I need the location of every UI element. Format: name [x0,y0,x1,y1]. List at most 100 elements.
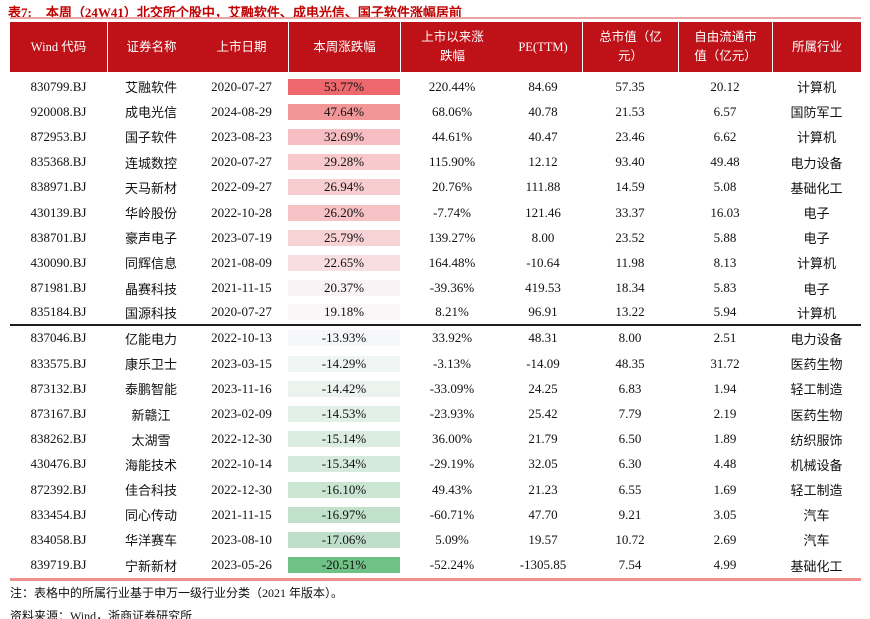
cell-security-name: 连城数控 [124,155,177,171]
column-header-wind-code: Wind 代码 [30,39,87,54]
cell-wind-code: 839719.BJ [30,557,87,573]
cell-list-date: 2020-07-27 [211,154,272,170]
table-row: 430476.BJ 海能技术 2022-10-14 -15.34% -29.19… [10,452,861,477]
cell-market-cap: 23.46 [615,128,645,144]
table-row: 430139.BJ 华岭股份 2022-10-28 26.20% -7.74% … [10,200,861,225]
cell-pe-ttm: 40.47 [528,128,558,144]
table-row: 838701.BJ 豪声电子 2023-07-19 25.79% 139.27%… [10,225,861,250]
cell-market-cap: 93.40 [615,154,645,170]
cell-market-cap: 6.55 [618,481,642,497]
cell-wind-code: 872392.BJ [30,481,87,497]
table-row: 872953.BJ 国子软件 2023-08-23 32.69% 44.61% … [10,124,861,149]
cell-since-ipo-change: 36.00% [431,431,473,447]
cell-list-date: 2023-11-16 [211,380,272,396]
cell-week-change: 20.37% [288,280,400,297]
cell-list-date: 2021-08-09 [211,254,272,270]
cell-market-cap: 18.34 [615,280,645,296]
cell-list-date: 2024-08-29 [211,103,272,119]
cell-wind-code: 833454.BJ [30,506,87,522]
cell-since-ipo-change: 139.27% [428,229,476,245]
cell-industry: 机械设备 [790,457,843,473]
cell-free-float-cap: 20.12 [710,78,740,94]
cell-since-ipo-change: 220.44% [428,78,476,94]
cell-security-name: 海能技术 [124,457,177,473]
table-body: 830799.BJ 艾融软件 2020-07-27 53.77% 220.44%… [10,74,861,581]
cell-pe-ttm: 96.91 [528,304,558,320]
cell-list-date: 2023-08-10 [211,531,272,547]
cell-wind-code: 833575.BJ [30,355,87,371]
cell-wind-code: 838971.BJ [30,179,87,195]
cell-market-cap: 11.98 [615,254,645,270]
table-row: 873132.BJ 泰鹏智能 2023-11-16 -14.42% -33.09… [10,376,861,401]
cell-week-change: -15.34% [288,456,400,473]
cell-free-float-cap: 49.48 [710,154,740,170]
cell-industry: 国防军工 [790,105,843,121]
cell-security-name: 国子软件 [124,130,177,146]
cell-industry: 纺织服饰 [790,432,843,448]
cell-security-name: 艾融软件 [124,80,177,96]
table-title: 表7: 本周（24W41）北交所个股中，艾融软件、成电光信、国子软件涨幅居前 [8,2,462,21]
cell-list-date: 2022-12-30 [211,431,272,447]
cell-wind-code: 430139.BJ [30,204,87,220]
cell-pe-ttm: -1305.85 [519,557,567,573]
cell-wind-code: 835184.BJ [30,304,87,320]
cell-week-change: 19.18% [288,304,400,321]
table-row: 835184.BJ 国源科技 2020-07-27 19.18% 8.21% 9… [10,301,861,326]
cell-industry: 轻工制造 [790,382,843,398]
cell-free-float-cap: 31.72 [710,355,740,371]
table-row: 837046.BJ 亿能电力 2022-10-13 -13.93% 33.92%… [10,326,861,351]
table-row: 872392.BJ 佳合科技 2022-12-30 -16.10% 49.43%… [10,477,861,502]
column-header-security-name: 证券名称 [107,22,195,72]
table-number-label: 表7: [8,5,32,20]
cell-pe-ttm: 25.42 [528,406,558,422]
cell-market-cap: 13.22 [615,304,645,320]
cell-security-name: 国源科技 [124,305,177,321]
cell-week-change: 25.79% [288,229,400,246]
cell-week-change: -17.06% [288,531,400,548]
cell-market-cap: 9.21 [618,506,642,522]
cell-list-date: 2023-08-23 [211,128,272,144]
cell-security-name: 华岭股份 [124,206,177,222]
cell-security-name: 豪声电子 [124,231,177,247]
table-row: 839719.BJ 宁新新材 2023-05-26 -20.51% -52.24… [10,553,861,578]
cell-security-name: 康乐卫士 [124,357,177,373]
cell-pe-ttm: 24.25 [528,380,558,396]
cell-since-ipo-change: 5.09% [435,531,469,547]
cell-pe-ttm: 48.31 [528,330,558,346]
cell-pe-ttm: 84.69 [528,78,558,94]
cell-security-name: 同辉信息 [124,256,177,272]
footnote: 注：表格中的所属行业基于申万一级行业分类（2021 年版本）。 [10,586,344,600]
cell-industry: 计算机 [796,256,836,272]
cell-industry: 汽车 [803,533,830,549]
cell-pe-ttm: -14.09 [526,355,560,371]
cell-security-name: 天马新材 [124,180,177,196]
cell-since-ipo-change: 44.61% [431,128,473,144]
cell-week-change: 47.64% [288,103,400,120]
cell-wind-code: 838701.BJ [30,229,87,245]
cell-market-cap: 8.00 [618,330,642,346]
cell-security-name: 晶赛科技 [124,281,177,297]
cell-security-name: 成电光信 [124,105,177,121]
column-header-week-change: 本周涨跌幅 [288,22,400,72]
cell-market-cap: 21.53 [615,103,645,119]
cell-security-name: 亿能电力 [124,331,177,347]
cell-pe-ttm: -10.64 [526,254,560,270]
cell-since-ipo-change: 20.76% [431,179,473,195]
cell-week-change: 32.69% [288,128,400,145]
cell-wind-code: 430476.BJ [30,456,87,472]
cell-wind-code: 871981.BJ [30,280,87,296]
cell-security-name: 同心传动 [124,508,177,524]
cell-free-float-cap: 5.83 [713,280,737,296]
column-header-list-date: 上市日期 [216,39,267,54]
cell-since-ipo-change: 49.43% [431,481,473,497]
cell-list-date: 2021-11-15 [211,506,272,522]
table-row: 833575.BJ 康乐卫士 2023-03-15 -14.29% -3.13%… [10,351,861,376]
cell-list-date: 2023-07-19 [211,229,272,245]
column-header-market-cap: 总市值（亿 元） [582,22,678,72]
cell-market-cap: 7.54 [618,557,642,573]
cell-since-ipo-change: -29.19% [429,456,475,472]
cell-industry: 基础化工 [790,558,843,574]
cell-market-cap: 48.35 [615,355,645,371]
cell-pe-ttm: 21.23 [528,481,558,497]
cell-since-ipo-change: -23.93% [429,406,475,422]
